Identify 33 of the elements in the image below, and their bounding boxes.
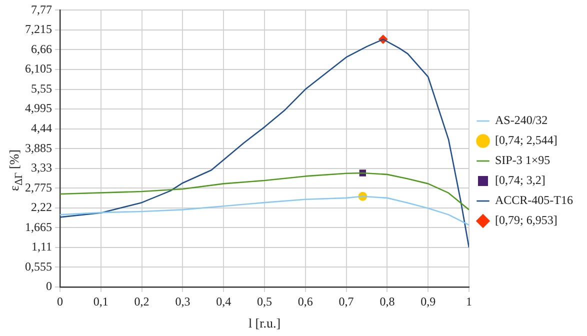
y-tick-label: 2,22 bbox=[31, 200, 52, 214]
y-tick-label: 1,665 bbox=[25, 220, 52, 234]
y-tick-label: 7,77 bbox=[31, 2, 52, 16]
legend-label: [0,74; 3,2] bbox=[495, 173, 546, 188]
x-tick-label: 0,7 bbox=[338, 294, 354, 308]
x-tick-label: 0,8 bbox=[380, 294, 395, 308]
legend-label: [0,79; 6,953] bbox=[495, 213, 558, 228]
y-tick-label: 0,555 bbox=[25, 259, 52, 274]
y-tick-label: 5,55 bbox=[31, 81, 52, 96]
y-tick-label: 3,33 bbox=[31, 160, 52, 175]
legend-label: ACCR-405-T16 bbox=[495, 193, 573, 208]
y-tick-label: 4,995 bbox=[25, 101, 52, 116]
y-tick-label: 0 bbox=[46, 279, 52, 294]
y-tick-label: 4,44 bbox=[31, 120, 52, 135]
x-tick-label: 0,5 bbox=[257, 294, 272, 308]
x-tick-label: 0,6 bbox=[298, 294, 313, 308]
x-tick-label: 0,2 bbox=[134, 294, 150, 308]
y-tick-label: 3,885 bbox=[25, 140, 52, 155]
x-tick-label: 0,4 bbox=[216, 294, 232, 308]
x-tick-label: 0,1 bbox=[93, 294, 108, 308]
x-axis-title: l [r.u.] bbox=[248, 316, 281, 331]
y-tick-label: 7,215 bbox=[25, 22, 52, 36]
x-tick-label: 1 bbox=[466, 294, 472, 308]
legend-label: SIP-3 1×95 bbox=[495, 153, 550, 168]
y-tick-label: 6,105 bbox=[25, 62, 52, 76]
y-tick-label: 1,11 bbox=[31, 240, 52, 254]
x-tick-label: 0,9 bbox=[420, 294, 436, 308]
legend-label: AS-240/32 bbox=[495, 113, 548, 128]
x-tick-label: 0 bbox=[57, 294, 63, 308]
y-tick-label: 2,775 bbox=[25, 180, 52, 194]
x-tick-label: 0,3 bbox=[175, 294, 190, 308]
legend-label: [0,74; 2,544] bbox=[495, 133, 558, 148]
y-tick-label: 6,66 bbox=[31, 42, 52, 56]
